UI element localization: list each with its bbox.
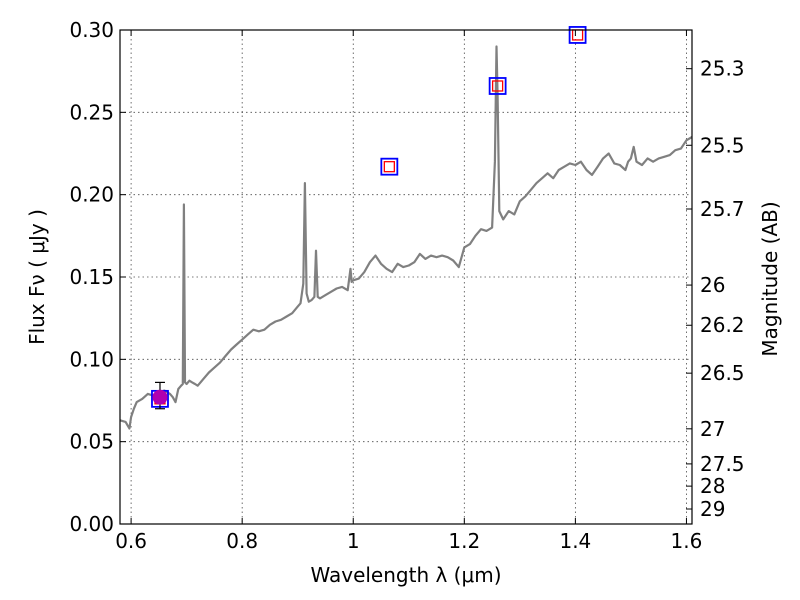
- spectrum-series: [119, 45, 693, 430]
- magnitude-tick-label: 25.5: [700, 133, 745, 157]
- x-axis-title: Wavelength λ (μm): [310, 563, 501, 587]
- x-tick-label: 1: [347, 529, 360, 553]
- magnitude-tick-label: 27: [700, 417, 725, 441]
- x-tick-label: 1.6: [671, 529, 703, 553]
- y-tick-label: 0.20: [69, 183, 114, 207]
- model-photometry-marker: [488, 77, 507, 95]
- grid-lines: [120, 30, 692, 524]
- magnitude-tick-label: 25.3: [700, 57, 745, 81]
- model-photometry-marker: [380, 157, 399, 176]
- y-tick-label: 0.05: [69, 430, 114, 454]
- magnitude-tick-label: 29: [700, 497, 725, 521]
- x-axis: 0.6 0.8 1 1.2 1.4 1.6: [115, 30, 702, 553]
- magnitude-tick-label: 27.5: [700, 452, 745, 476]
- y-tick-label: 0.15: [69, 265, 114, 289]
- y-tick-label: 0.25: [69, 100, 114, 124]
- magnitude-tick-label: 25.7: [700, 197, 745, 221]
- spectrum-line: [119, 45, 693, 430]
- y-tick-label: 0.00: [69, 512, 114, 536]
- x-tick-label: 0.8: [226, 529, 258, 553]
- magnitude-axis-title: Magnitude (AB): [758, 201, 782, 356]
- x-tick-label: 0.6: [115, 529, 147, 553]
- y-axis: 0.00 0.05 0.10 0.15 0.20 0.25 0.30: [69, 18, 126, 536]
- photometry-markers: [151, 26, 587, 410]
- magnitude-tick-label: 28: [700, 474, 725, 498]
- magnitude-tick-label: 26.5: [700, 361, 745, 385]
- magnitude-tick-label: 26: [700, 273, 725, 297]
- detection-marker: [152, 389, 168, 405]
- x-tick-label: 1.4: [559, 529, 591, 553]
- y-tick-label: 0.30: [69, 18, 114, 42]
- model-photometry-marker: [568, 26, 587, 44]
- y-axis-title: Flux Fν ( μJy ): [25, 209, 49, 345]
- observed-flux-marker: [571, 29, 584, 41]
- observed-flux-marker: [491, 80, 504, 92]
- observed-flux-marker: [383, 161, 395, 173]
- y-tick-label: 0.10: [69, 347, 114, 371]
- x-tick-label: 1.2: [448, 529, 480, 553]
- magnitude-tick-label: 26.2: [700, 313, 745, 337]
